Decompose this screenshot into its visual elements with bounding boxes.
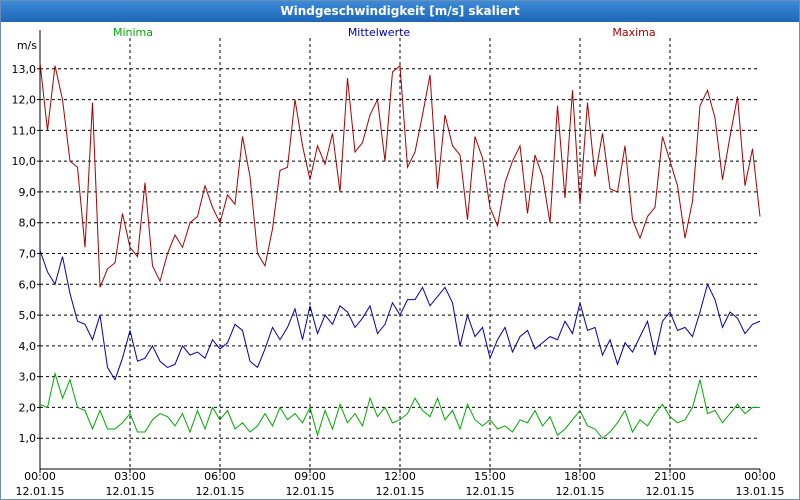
x-tick-time-6: 18:00 bbox=[564, 470, 596, 483]
axis-labels: 1,0 2,0 3,0 4,0 5,0 6,0 7,0 8,0 9,0 10,0 11,0 12,0 1… bbox=[12, 26, 785, 498]
y-tick-label-1: 2,0 bbox=[19, 401, 37, 414]
y-tick-label-11: 12,0 bbox=[12, 94, 37, 107]
y-tick-label-10: 11,0 bbox=[12, 124, 37, 137]
grid bbox=[40, 38, 760, 469]
x-tick-date-4: 12.01.15 bbox=[376, 485, 425, 498]
x-tick-date-5: 12.01.15 bbox=[466, 485, 515, 498]
x-tick-time-0: 00:00 bbox=[24, 470, 56, 483]
series-lines bbox=[39, 62, 761, 439]
legend-entry-mittelwerte: Mittelwerte bbox=[348, 26, 411, 39]
y-tick-label-7: 8,0 bbox=[19, 217, 37, 230]
y-tick-label-5: 6,0 bbox=[19, 278, 37, 291]
legend-entry-minima: Minima bbox=[113, 26, 153, 39]
x-tick-time-5: 15:00 bbox=[474, 470, 506, 483]
y-tick-label-12: 13,0 bbox=[12, 63, 37, 76]
y-tick-label-6: 7,0 bbox=[19, 248, 37, 261]
legend-entry-maxima: Maxima bbox=[612, 26, 655, 39]
x-tick-date-1: 12.01.15 bbox=[106, 485, 155, 498]
x-tick-date-6: 12.01.15 bbox=[556, 485, 605, 498]
y-tick-label-4: 5,0 bbox=[19, 309, 37, 322]
series-line-minima bbox=[39, 371, 760, 439]
y-tick-label-8: 9,0 bbox=[19, 186, 37, 199]
x-tick-time-3: 09:00 bbox=[294, 470, 326, 483]
y-tick-label-3: 4,0 bbox=[19, 340, 37, 353]
series-line-maxima bbox=[39, 62, 761, 288]
window-title: Windgeschwindigkeit [m/s] skaliert bbox=[1, 1, 799, 22]
x-tick-date-8: 13.01.15 bbox=[736, 485, 785, 498]
x-tick-date-0: 12.01.15 bbox=[16, 485, 65, 498]
y-tick-label-0: 1,0 bbox=[19, 432, 37, 445]
x-tick-date-2: 12.01.15 bbox=[196, 485, 245, 498]
series-line-mittelwerte bbox=[39, 250, 761, 381]
x-tick-date-3: 12.01.15 bbox=[286, 485, 335, 498]
axes bbox=[37, 30, 761, 473]
y-tick-label-2: 3,0 bbox=[19, 371, 37, 384]
x-tick-time-4: 12:00 bbox=[384, 470, 416, 483]
y-axis-label: m/s bbox=[17, 39, 37, 52]
y-tick-label-9: 10,0 bbox=[12, 155, 37, 168]
x-tick-time-8: 00:00 bbox=[744, 470, 776, 483]
x-tick-time-1: 03:00 bbox=[114, 470, 146, 483]
x-tick-date-7: 12.01.15 bbox=[646, 485, 695, 498]
x-tick-time-2: 06:00 bbox=[204, 470, 236, 483]
x-tick-time-7: 21:00 bbox=[654, 470, 686, 483]
